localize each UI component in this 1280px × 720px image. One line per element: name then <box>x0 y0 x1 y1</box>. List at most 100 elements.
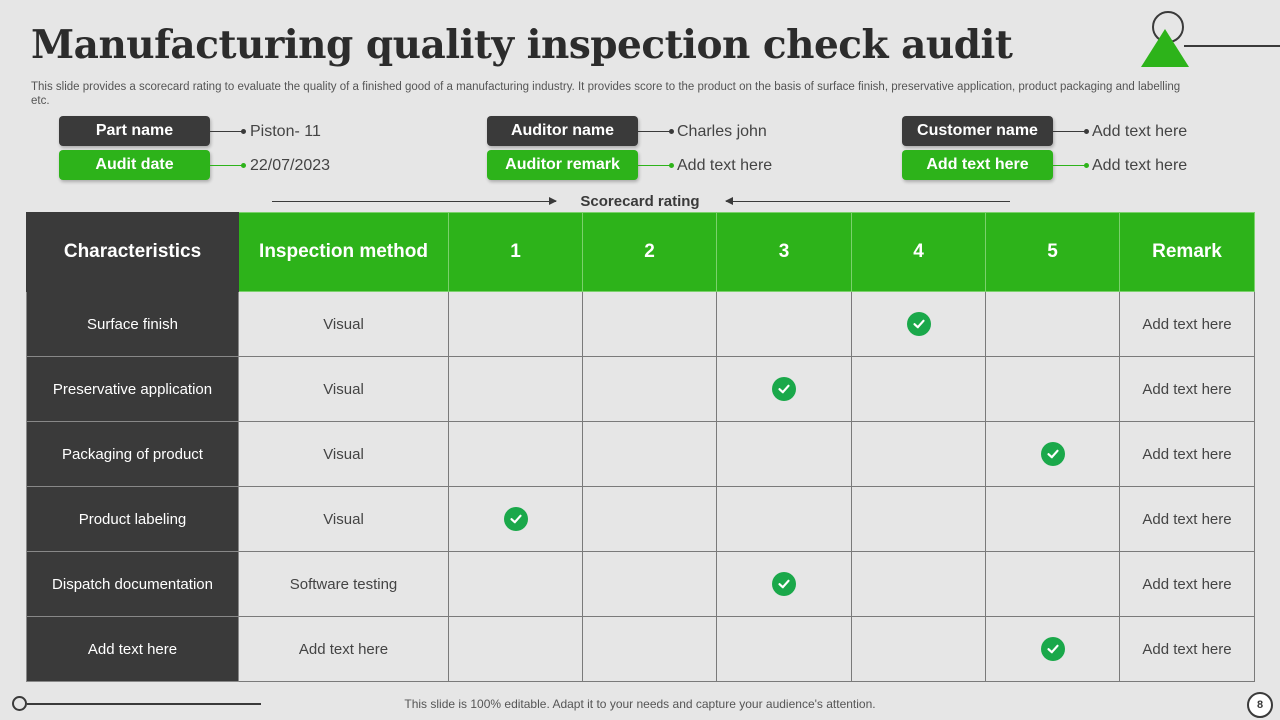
customer-name-label: Customer name <box>902 116 1053 146</box>
header-inspection-method: Inspection method <box>238 212 449 292</box>
customer-name-value: Add text here <box>1092 123 1188 140</box>
header-score-1: 1 <box>448 212 583 292</box>
score-2-cell <box>582 616 717 682</box>
decorative-line <box>1184 45 1280 47</box>
table-row: Packaging of product Visual Add text here <box>26 421 1255 487</box>
remark-cell: Add text here <box>1119 291 1255 357</box>
score-3-cell <box>716 421 852 487</box>
score-2-cell <box>582 551 717 617</box>
table-row: Dispatch documentation Software testing Ad… <box>26 551 1255 617</box>
table-row: Preservative application Visual Add text h… <box>26 356 1255 422</box>
score-2-cell <box>582 486 717 552</box>
footer-decorative-line <box>27 703 261 705</box>
table-body: Surface finish Visual Add text here Preserv… <box>26 291 1255 682</box>
header-score-3: 3 <box>716 212 852 292</box>
checkmark-icon <box>772 572 796 596</box>
audit-date-value: 22/07/2023 <box>250 157 331 174</box>
score-1-cell <box>448 291 583 357</box>
table-row: Product labeling Visual Add text here <box>26 486 1255 552</box>
auditor-name-connector <box>638 129 674 134</box>
header-score-5: 5 <box>985 212 1120 292</box>
score-5-cell <box>985 551 1120 617</box>
header-score-4: 4 <box>851 212 986 292</box>
scorecard-arrow-right <box>272 197 557 205</box>
characteristic-cell: Product labeling <box>26 486 239 552</box>
extra-field-value: Add text here <box>1092 157 1188 174</box>
checkmark-icon <box>1040 442 1065 466</box>
audit-date-label: Audit date <box>59 150 210 180</box>
auditor-remark-label: Auditor remark <box>487 150 638 180</box>
page-title: Manufacturing quality inspection check a… <box>31 22 1013 68</box>
part-name-connector <box>210 129 246 134</box>
checkmark-icon <box>906 312 931 336</box>
auditor-name-label: Auditor name <box>487 116 638 146</box>
score-4-cell <box>851 551 986 617</box>
score-1-cell <box>448 486 583 552</box>
score-1-cell <box>448 616 583 682</box>
score-3-cell <box>716 356 852 422</box>
score-5-cell <box>985 486 1120 552</box>
score-2-cell <box>582 421 717 487</box>
page-subtitle: This slide provides a scorecard rating t… <box>31 81 1181 107</box>
header-characteristics: Characteristics <box>26 212 239 292</box>
score-4-cell <box>851 421 986 487</box>
table-row: Add text here Add text here Add text here <box>26 616 1255 682</box>
inspection-method-cell: Add text here <box>238 616 449 682</box>
auditor-remark-value: Add text here <box>677 157 773 174</box>
part-name-value: Piston- 11 <box>250 123 321 140</box>
remark-cell: Add text here <box>1119 356 1255 422</box>
score-4-cell <box>851 356 986 422</box>
inspection-method-cell: Software testing <box>238 551 449 617</box>
extra-field-connector <box>1053 163 1089 168</box>
checkmark-icon <box>772 377 796 401</box>
score-5-cell <box>985 356 1120 422</box>
audit-date-connector <box>210 163 246 168</box>
inspection-method-cell: Visual <box>238 291 449 357</box>
score-3-cell <box>716 551 852 617</box>
footer-text: This slide is 100% editable. Adapt it to… <box>404 697 876 711</box>
characteristic-cell: Add text here <box>26 616 239 682</box>
decorative-triangle <box>1141 29 1189 67</box>
score-3-cell <box>716 486 852 552</box>
score-3-cell <box>716 616 852 682</box>
remark-cell: Add text here <box>1119 486 1255 552</box>
part-name-label: Part name <box>59 116 210 146</box>
score-1-cell <box>448 356 583 422</box>
scorecard-rating-label: Scorecard rating <box>580 193 700 210</box>
customer-name-connector <box>1053 129 1089 134</box>
page-number: 8 <box>1247 692 1273 718</box>
score-5-cell <box>985 291 1120 357</box>
scorecard-arrow-left <box>725 197 1010 205</box>
inspection-method-cell: Visual <box>238 356 449 422</box>
table-row: Surface finish Visual Add text here <box>26 291 1255 357</box>
auditor-remark-connector <box>638 163 674 168</box>
remark-cell: Add text here <box>1119 421 1255 487</box>
score-1-cell <box>448 551 583 617</box>
checkmark-icon <box>1040 637 1065 661</box>
footer-decorative-circle <box>12 696 27 711</box>
characteristic-cell: Surface finish <box>26 291 239 357</box>
auditor-name-value: Charles john <box>677 123 767 140</box>
score-3-cell <box>716 291 852 357</box>
score-2-cell <box>582 291 717 357</box>
score-4-cell <box>851 616 986 682</box>
table-header-row: Characteristics Inspection method 1 2 3 … <box>26 212 1255 292</box>
score-5-cell <box>985 421 1120 487</box>
remark-cell: Add text here <box>1119 616 1255 682</box>
remark-cell: Add text here <box>1119 551 1255 617</box>
score-4-cell <box>851 486 986 552</box>
inspection-method-cell: Visual <box>238 421 449 487</box>
header-score-2: 2 <box>582 212 717 292</box>
characteristic-cell: Dispatch documentation <box>26 551 239 617</box>
checkmark-icon <box>503 507 528 531</box>
inspection-method-cell: Visual <box>238 486 449 552</box>
score-1-cell <box>448 421 583 487</box>
header-remark: Remark <box>1119 212 1255 292</box>
score-2-cell <box>582 356 717 422</box>
audit-table: Characteristics Inspection method 1 2 3 … <box>26 212 1255 682</box>
extra-field-label: Add text here <box>902 150 1053 180</box>
characteristic-cell: Packaging of product <box>26 421 239 487</box>
characteristic-cell: Preservative application <box>26 356 239 422</box>
score-5-cell <box>985 616 1120 682</box>
score-4-cell <box>851 291 986 357</box>
